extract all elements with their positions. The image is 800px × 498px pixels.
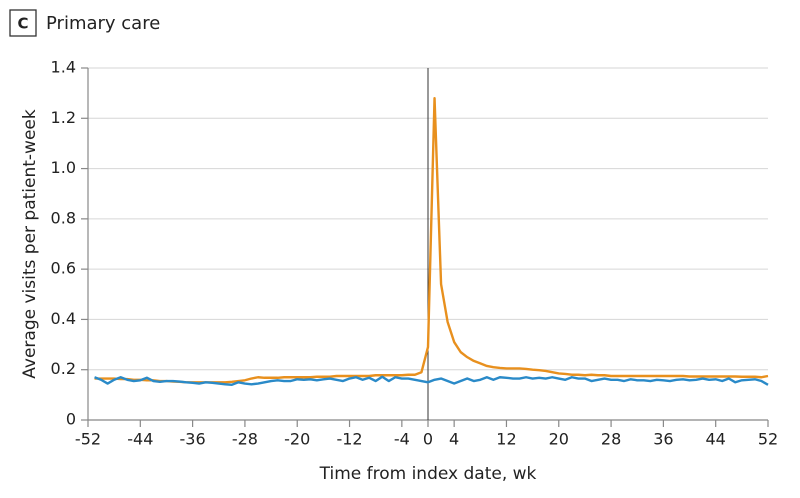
x-tick-label: 12 [496,430,516,449]
y-tick-label: 0.2 [51,359,76,378]
x-tick-label: 44 [706,430,726,449]
panel-label-box [9,9,37,37]
y-tick-label: 0 [66,410,76,429]
x-tick-label: -20 [284,430,310,449]
x-tick-label: -12 [336,430,362,449]
data-line [94,375,769,386]
y-tick-label: 1.2 [51,108,76,127]
x-tick-label: 52 [758,430,778,449]
x-tick-label: -44 [127,430,153,449]
x-axis-title: Time from index date, wk [319,464,537,484]
panel-label: C [17,15,28,33]
y-tick-label: 0.4 [51,309,76,328]
x-tick-label: 20 [549,430,569,449]
x-tick-label: 28 [601,430,621,449]
x-tick-label: -4 [394,430,410,449]
x-tick-label: 36 [653,430,673,449]
y-tick-label: 0.6 [51,259,76,278]
x-tick-label: -36 [180,430,206,449]
y-tick-label: 1.0 [51,158,76,177]
x-tick-label: 0 [423,430,433,449]
x-tick-label: 4 [449,430,459,449]
y-tick-label: 1.4 [51,58,76,77]
y-axis-title: Average visits per patient-week [20,109,40,379]
data-line [94,96,769,384]
x-tick-label: -52 [75,430,101,449]
chart-title: Primary care [46,13,160,34]
y-tick-label: 0.8 [51,208,76,227]
x-tick-label: -28 [232,430,258,449]
